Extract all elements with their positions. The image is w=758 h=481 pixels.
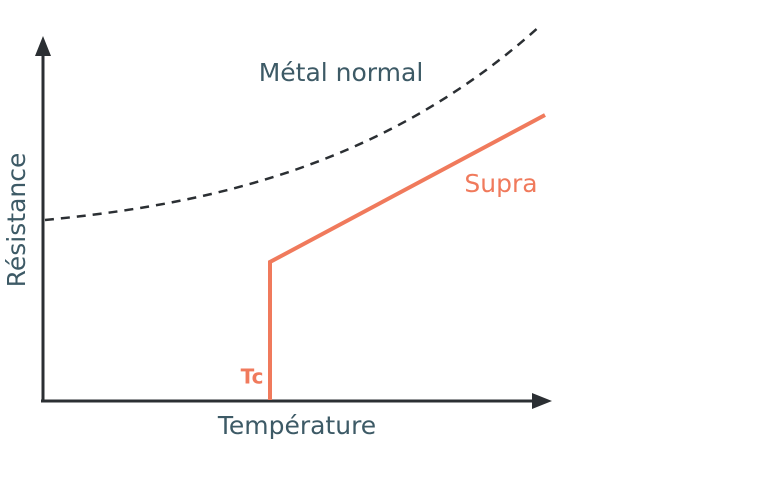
x-axis-label: Température: [217, 411, 376, 440]
normal-metal-label: Métal normal: [259, 58, 424, 87]
normal-metal-curve: [44, 25, 541, 222]
superconductor-curve: [268, 113, 546, 400]
y-axis-label: Résistance: [2, 153, 31, 288]
tc-label: Tc: [241, 365, 264, 389]
superconductor-label: Supra: [464, 169, 537, 198]
y-axis-arrow: [35, 36, 51, 56]
x-axis-arrow: [532, 393, 552, 409]
